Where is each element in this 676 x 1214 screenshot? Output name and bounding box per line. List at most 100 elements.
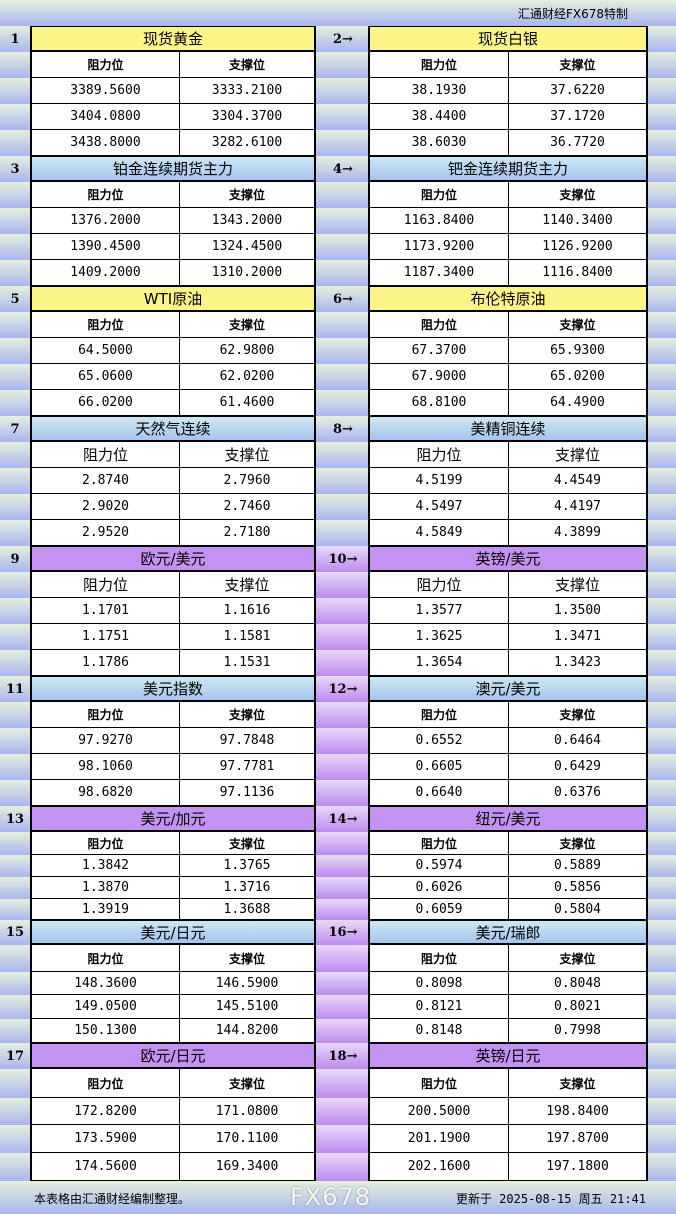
support-value: 1.3688 — [179, 899, 316, 920]
instrument-title: 纽元/美元 — [368, 806, 648, 832]
instrument-title: 美元指数 — [30, 676, 316, 702]
item-number: 9 — [10, 551, 20, 567]
resistance-value: 0.6640 — [368, 780, 509, 806]
instrument-title: 现货白银 — [368, 26, 648, 52]
resistance-value: 3389.5600 — [30, 78, 180, 104]
resistance-value: 38.6030 — [368, 130, 509, 156]
resistance-value: 1187.3400 — [368, 260, 509, 286]
resistance-header: 阻力位 — [368, 572, 509, 598]
resistance-header: 阻力位 — [368, 1069, 509, 1098]
support-header: 支撑位 — [508, 312, 648, 338]
support-value: 0.8021 — [508, 995, 648, 1019]
resistance-header: 阻力位 — [30, 702, 180, 728]
middle-gutter — [316, 855, 368, 877]
section-row: 2.8740 2.7960 4.5199 4.4549 — [0, 468, 676, 494]
resistance-header: 阻力位 — [30, 832, 180, 855]
middle-gutter — [316, 832, 368, 855]
instrument-title: 美元/瑞郎 — [368, 920, 648, 945]
resistance-value: 65.0600 — [30, 364, 180, 390]
instrument-title: WTI原油 — [30, 286, 316, 312]
support-value: 2.7460 — [179, 494, 316, 520]
section-row: 3438.8000 3282.6100 38.6030 36.7720 — [0, 130, 676, 156]
resistance-value: 3404.0800 — [30, 104, 180, 130]
support-header: 支撑位 — [508, 572, 648, 598]
resistance-value: 38.1930 — [368, 78, 509, 104]
support-header: 支撑位 — [508, 945, 648, 972]
section-title-row: 11 12→ 美元指数 澳元/美元 — [0, 676, 676, 702]
support-header: 支撑位 — [179, 312, 316, 338]
section-row: 174.5600 169.3400 202.1600 197.1800 — [0, 1153, 676, 1181]
support-value: 0.5804 — [508, 899, 648, 920]
item-number: 4→ — [333, 161, 353, 177]
section-row: 3389.5600 3333.2100 38.1930 37.6220 — [0, 78, 676, 104]
resistance-value: 1409.2000 — [30, 260, 180, 286]
support-value: 1324.4500 — [179, 234, 316, 260]
item-number: 5 — [10, 291, 20, 307]
middle-gutter — [316, 676, 368, 702]
middle-gutter — [316, 780, 368, 806]
middle-gutter — [316, 1153, 368, 1181]
section-row: 阻力位 支撑位 阻力位 支撑位 — [0, 832, 676, 855]
resistance-value: 202.1600 — [368, 1153, 509, 1181]
resistance-header: 阻力位 — [368, 945, 509, 972]
support-header: 支撑位 — [179, 1069, 316, 1098]
support-header: 支撑位 — [179, 832, 316, 855]
resistance-header: 阻力位 — [368, 702, 509, 728]
support-header: 支撑位 — [179, 182, 316, 208]
support-value: 65.0200 — [508, 364, 648, 390]
support-value: 0.6429 — [508, 754, 648, 780]
instrument-title: 钯金连续期货主力 — [368, 156, 648, 182]
resistance-value: 1390.4500 — [30, 234, 180, 260]
item-number: 14→ — [328, 811, 358, 827]
item-number: 18→ — [328, 1048, 358, 1064]
support-header: 支撑位 — [508, 832, 648, 855]
support-value: 1126.9200 — [508, 234, 648, 260]
support-value: 1310.2000 — [179, 260, 316, 286]
resistance-value: 0.6605 — [368, 754, 509, 780]
support-value: 62.0200 — [179, 364, 316, 390]
middle-gutter — [316, 650, 368, 676]
section-row: 98.1060 97.7781 0.6605 0.6429 — [0, 754, 676, 780]
resistance-header: 阻力位 — [368, 832, 509, 855]
support-value: 64.4900 — [508, 390, 648, 416]
section-row: 2.9520 2.7180 4.5849 4.3899 — [0, 520, 676, 546]
resistance-value: 1163.8400 — [368, 208, 509, 234]
support-header: 支撑位 — [179, 945, 316, 972]
support-value: 171.0800 — [179, 1098, 316, 1125]
support-value: 62.9800 — [179, 338, 316, 364]
middle-gutter — [316, 972, 368, 995]
section-title-row: 7 8→ 天然气连续 美精铜连续 — [0, 416, 676, 442]
section-row: 2.9020 2.7460 4.5497 4.4197 — [0, 494, 676, 520]
resistance-value: 3438.8000 — [30, 130, 180, 156]
support-header: 支撑位 — [179, 572, 316, 598]
middle-gutter — [316, 1098, 368, 1125]
support-value: 146.5900 — [179, 972, 316, 995]
instrument-title: 美精铜连续 — [368, 416, 648, 442]
resistance-value: 150.1300 — [30, 1019, 180, 1043]
section-row: 阻力位 支撑位 阻力位 支撑位 — [0, 702, 676, 728]
resistance-value: 2.9020 — [30, 494, 180, 520]
item-number: 13 — [5, 811, 25, 827]
support-value: 198.8400 — [508, 1098, 648, 1125]
support-value: 0.7998 — [508, 1019, 648, 1043]
resistance-header: 阻力位 — [30, 182, 180, 208]
middle-gutter — [316, 754, 368, 780]
section-row: 阻力位 支撑位 阻力位 支撑位 — [0, 945, 676, 972]
resistance-value: 1.3919 — [30, 899, 180, 920]
resistance-value: 1.3654 — [368, 650, 509, 676]
watermark-logo: FX678 — [290, 1183, 372, 1211]
section-row: 65.0600 62.0200 67.9000 65.0200 — [0, 364, 676, 390]
support-header: 支撑位 — [508, 52, 648, 78]
resistance-header: 阻力位 — [30, 442, 180, 468]
middle-gutter — [316, 546, 368, 572]
support-header: 支撑位 — [179, 702, 316, 728]
support-value: 1.3500 — [508, 598, 648, 624]
middle-gutter — [316, 1043, 368, 1069]
middle-gutter — [316, 995, 368, 1019]
item-number: 1 — [10, 31, 20, 47]
resistance-value: 1376.2000 — [30, 208, 180, 234]
support-value: 3304.3700 — [179, 104, 316, 130]
section-row: 148.3600 146.5900 0.8098 0.8048 — [0, 972, 676, 995]
resistance-value: 4.5497 — [368, 494, 509, 520]
section-row: 1.3870 1.3716 0.6026 0.5856 — [0, 877, 676, 899]
